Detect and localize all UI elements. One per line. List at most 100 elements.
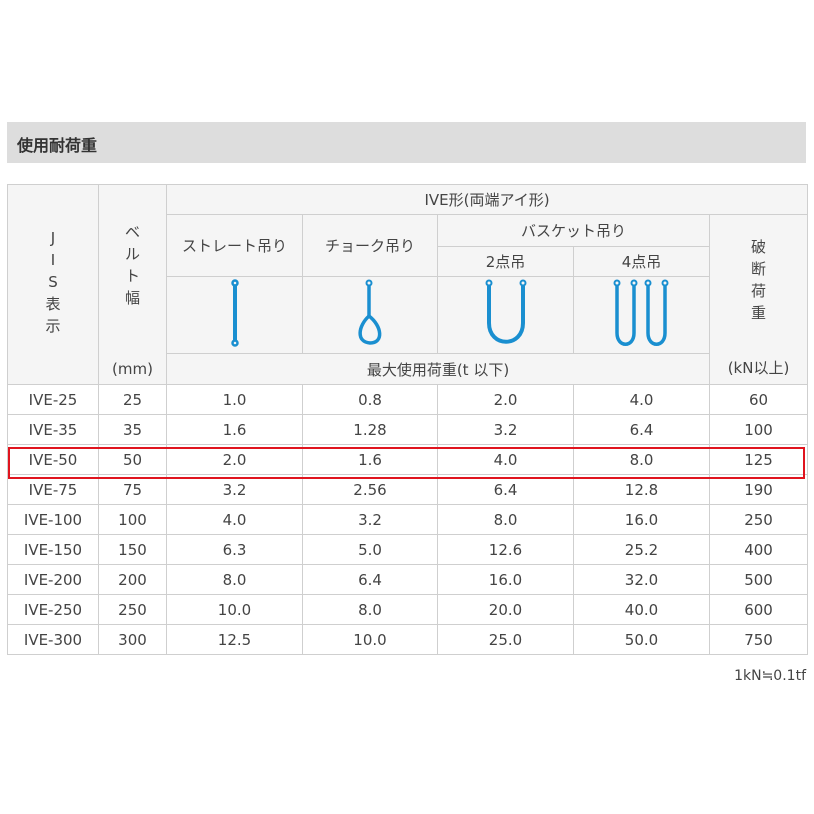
cell-breaking-load: 60: [708, 384, 809, 415]
cell-jis-code: IVE-50: [7, 444, 99, 475]
cell-breaking-load: 600: [708, 594, 809, 625]
cell-basket-4point: 6.4: [573, 414, 710, 445]
header-breaking-load: 破断荷重 (kN以上): [708, 214, 809, 385]
cell-jis-code: IVE-200: [7, 564, 99, 595]
table-row: IVE-50 50 2.0 1.6 4.0 8.0 125: [7, 444, 809, 475]
cell-basket-2point: 2.0: [437, 384, 574, 415]
section-title: 使用耐荷重: [17, 136, 98, 155]
cell-belt-width: 35: [98, 414, 167, 445]
cell-basket-4point: 16.0: [573, 504, 710, 535]
cell-choke: 6.4: [302, 564, 438, 595]
cell-basket-4point: 25.2: [573, 534, 710, 565]
header-4point: 4点吊: [573, 245, 710, 278]
cell-jis-code: IVE-35: [7, 414, 99, 445]
cell-choke: 5.0: [302, 534, 438, 565]
header-belt-width: ベルト幅 (mm): [98, 184, 167, 385]
cell-choke: 1.6: [302, 444, 438, 475]
cell-breaking-load: 500: [708, 564, 809, 595]
cell-choke: 10.0: [302, 624, 438, 655]
cell-jis-code: IVE-100: [7, 504, 99, 535]
cell-basket-4point: 4.0: [573, 384, 710, 415]
header-char: 表: [45, 295, 61, 313]
header-char: ル: [124, 245, 140, 263]
cell-breaking-load: 100: [708, 414, 809, 445]
choke-sling-icon: [302, 276, 438, 355]
cell-basket-4point: 8.0: [573, 444, 710, 475]
cell-jis-code: IVE-75: [7, 474, 99, 505]
header-char: ト: [124, 267, 140, 285]
cell-basket-2point: 3.2: [437, 414, 574, 445]
cell-belt-width: 75: [98, 474, 167, 505]
cell-basket-2point: 8.0: [437, 504, 574, 535]
table-row: IVE-35 35 1.6 1.28 3.2 6.4 100: [7, 414, 809, 445]
header-straight: ストレート吊り: [166, 213, 303, 278]
cell-basket-2point: 25.0: [437, 624, 574, 655]
table-row: IVE-300 300 12.5 10.0 25.0 50.0 750: [7, 624, 809, 655]
cell-jis-code: IVE-300: [7, 624, 99, 655]
cell-choke: 3.2: [302, 504, 438, 535]
cell-belt-width: 250: [98, 594, 167, 625]
cell-basket-2point: 16.0: [437, 564, 574, 595]
table-row: IVE-100 100 4.0 3.2 8.0 16.0 250: [7, 504, 809, 535]
header-char: J: [50, 229, 56, 247]
header-char: 断: [751, 259, 767, 278]
cell-straight: 12.5: [166, 624, 303, 655]
table-row: IVE-250 250 10.0 8.0 20.0 40.0 600: [7, 594, 809, 625]
header-char: 破: [751, 237, 767, 256]
header-char: 荷: [751, 281, 767, 300]
header-char: 重: [751, 303, 767, 322]
cell-straight: 8.0: [166, 564, 303, 595]
cell-breaking-load: 750: [708, 624, 809, 655]
cell-straight: 1.6: [166, 414, 303, 445]
basket-4point-icon: [573, 276, 710, 355]
header-type: IVE形(両端アイ形): [165, 184, 809, 215]
header-char: ベ: [124, 223, 140, 241]
header-max-load: 最大使用荷重(t 以下): [166, 353, 710, 385]
header-char: S: [48, 273, 58, 291]
table-row: IVE-25 25 1.0 0.8 2.0 4.0 60: [7, 384, 809, 415]
cell-belt-width: 300: [98, 624, 167, 655]
cell-choke: 8.0: [302, 594, 438, 625]
table-row: IVE-75 75 3.2 2.56 6.4 12.8 190: [7, 474, 809, 505]
cell-belt-width: 25: [98, 384, 167, 415]
cell-breaking-load: 400: [708, 534, 809, 565]
section-title-bar: 使用耐荷重: [7, 122, 806, 163]
cell-basket-4point: 32.0: [573, 564, 710, 595]
cell-straight: 6.3: [166, 534, 303, 565]
cell-belt-width: 100: [98, 504, 167, 535]
cell-straight: 4.0: [166, 504, 303, 535]
cell-belt-width: 150: [98, 534, 167, 565]
cell-choke: 0.8: [302, 384, 438, 415]
cell-breaking-load: 190: [708, 474, 809, 505]
straight-sling-icon: [166, 276, 303, 355]
header-2point: 2点吊: [437, 245, 574, 278]
cell-straight: 2.0: [166, 444, 303, 475]
header-char: 幅: [124, 289, 140, 307]
cell-breaking-load: 125: [708, 444, 809, 475]
cell-basket-4point: 12.8: [573, 474, 710, 505]
cell-jis-code: IVE-150: [7, 534, 99, 565]
cell-basket-4point: 40.0: [573, 594, 710, 625]
basket-2point-icon: [437, 276, 574, 355]
cell-basket-2point: 12.6: [437, 534, 574, 565]
cell-choke: 1.28: [302, 414, 438, 445]
header-choke: チョーク吊り: [302, 213, 438, 278]
cell-straight: 1.0: [166, 384, 303, 415]
cell-belt-width: 200: [98, 564, 167, 595]
header-char: I: [50, 251, 56, 269]
cell-jis-code: IVE-250: [7, 594, 99, 625]
cell-breaking-load: 250: [708, 504, 809, 535]
cell-basket-2point: 4.0: [437, 444, 574, 475]
cell-basket-4point: 50.0: [573, 624, 710, 655]
cell-choke: 2.56: [302, 474, 438, 505]
header-basket: バスケット吊り: [437, 214, 710, 247]
cell-straight: 3.2: [166, 474, 303, 505]
unit-note: 1kN≒0.1tf: [734, 668, 806, 684]
cell-basket-2point: 20.0: [437, 594, 574, 625]
cell-belt-width: 50: [98, 444, 167, 475]
table-row: IVE-200 200 8.0 6.4 16.0 32.0 500: [7, 564, 809, 595]
cell-basket-2point: 6.4: [437, 474, 574, 505]
header-char: 示: [45, 317, 61, 335]
